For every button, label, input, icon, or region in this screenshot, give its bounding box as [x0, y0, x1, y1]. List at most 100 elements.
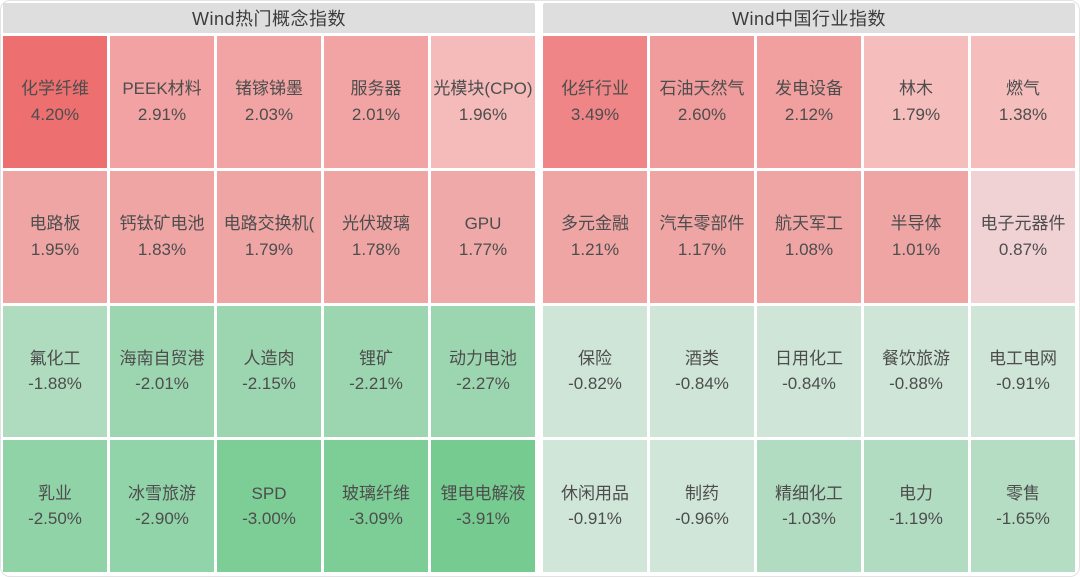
index-change: -0.91% — [568, 509, 622, 529]
index-change: -0.84% — [675, 374, 729, 394]
index-change: 2.91% — [137, 104, 187, 124]
index-name: 电工电网 — [989, 348, 1057, 368]
index-name: 锗镓锑墨 — [235, 79, 303, 99]
index-cell[interactable]: 石油天然气 2.60% — [650, 36, 754, 168]
index-cell[interactable]: 餐饮旅游 -0.88% — [864, 305, 968, 438]
index-name: 人造肉 — [243, 348, 295, 368]
index-cell[interactable]: GPU 1.77% — [431, 170, 535, 303]
index-cell[interactable]: 制药 -0.96% — [650, 440, 754, 572]
index-cell[interactable]: 林木 1.79% — [864, 36, 968, 168]
index-name: 钙钛矿电池 — [119, 214, 205, 234]
index-name: 汽车零部件 — [659, 214, 745, 234]
index-cell[interactable]: SPD -3.00% — [217, 440, 321, 572]
index-cell[interactable]: 氟化工 -1.88% — [3, 305, 107, 438]
index-change: 1.08% — [784, 239, 834, 259]
index-change: -3.91% — [456, 509, 510, 529]
index-change: -3.00% — [242, 509, 296, 529]
index-change: -0.84% — [782, 374, 836, 394]
index-cell[interactable]: 海南自贸港 -2.01% — [110, 305, 214, 438]
index-cell[interactable]: 酒类 -0.84% — [650, 305, 754, 438]
index-cell[interactable]: 化纤行业 3.49% — [543, 36, 647, 168]
index-panel: Wind中国行业指数 化纤行业 3.49% 石油天然气 2.60% 发电设备 2.12% 林木… — [543, 3, 1075, 572]
index-change: -0.88% — [889, 374, 943, 394]
index-change: 2.03% — [244, 104, 294, 124]
index-cell[interactable]: 钙钛矿电池 1.83% — [110, 170, 214, 303]
index-cell[interactable]: 电力 -1.19% — [864, 440, 968, 572]
index-change: -1.65% — [996, 509, 1050, 529]
index-change: -1.19% — [889, 509, 943, 529]
index-cell[interactable]: 光伏玻璃 1.78% — [324, 170, 428, 303]
index-change: -1.03% — [782, 509, 836, 529]
index-change: -2.15% — [242, 374, 296, 394]
index-change: 1.78% — [351, 239, 401, 259]
index-name: 光模块(CPO) — [433, 79, 533, 99]
index-name: 酒类 — [685, 348, 719, 368]
index-name: 保险 — [578, 348, 612, 368]
index-cell[interactable]: 航天军工 1.08% — [757, 170, 861, 303]
index-change: 1.38% — [998, 104, 1048, 124]
index-cell[interactable]: 电子元器件 0.87% — [971, 170, 1075, 303]
index-change: -1.88% — [28, 374, 82, 394]
index-name: 氟化工 — [29, 348, 81, 368]
index-cell[interactable]: 燃气 1.38% — [971, 36, 1075, 168]
index-change: 1.83% — [137, 239, 187, 259]
index-change: 1.77% — [458, 239, 508, 259]
index-name: 动力电池 — [449, 348, 517, 368]
index-change: -2.01% — [135, 374, 189, 394]
index-cell[interactable]: 服务器 2.01% — [324, 36, 428, 168]
index-change: -2.50% — [28, 509, 82, 529]
index-name: 休闲用品 — [561, 483, 629, 503]
index-cell[interactable]: 电路板 1.95% — [3, 170, 107, 303]
index-change: 1.96% — [458, 104, 508, 124]
index-name: 电力 — [899, 483, 933, 503]
index-cell[interactable]: 玻璃纤维 -3.09% — [324, 440, 428, 572]
index-cell[interactable]: 汽车零部件 1.17% — [650, 170, 754, 303]
index-change: 2.12% — [784, 104, 834, 124]
index-cell[interactable]: 零售 -1.65% — [971, 440, 1075, 572]
index-name: 锂电电解液 — [440, 483, 526, 503]
index-cell[interactable]: 精细化工 -1.03% — [757, 440, 861, 572]
index-name: GPU — [464, 214, 502, 234]
index-change: 1.79% — [244, 239, 294, 259]
index-name: 制药 — [685, 483, 719, 503]
index-cell[interactable]: 日用化工 -0.84% — [757, 305, 861, 438]
index-name: 电子元器件 — [980, 214, 1066, 234]
index-cell[interactable]: 保险 -0.82% — [543, 305, 647, 438]
index-name: 乳业 — [38, 483, 72, 503]
index-cell[interactable]: 化学纤维 4.20% — [3, 36, 107, 168]
index-cell[interactable]: 锗镓锑墨 2.03% — [217, 36, 321, 168]
index-cell[interactable]: 多元金融 1.21% — [543, 170, 647, 303]
index-name: 电路板 — [29, 214, 81, 234]
index-cell[interactable]: 锂矿 -2.21% — [324, 305, 428, 438]
index-name: 电路交换机( — [223, 214, 315, 234]
index-cell[interactable]: 电工电网 -0.91% — [971, 305, 1075, 438]
index-name: PEEK材料 — [122, 79, 202, 99]
index-change: 2.01% — [351, 104, 401, 124]
index-cell[interactable]: 锂电电解液 -3.91% — [431, 440, 535, 572]
index-name: 多元金融 — [561, 214, 629, 234]
index-change: 1.95% — [30, 239, 80, 259]
index-cell[interactable]: 光模块(CPO) 1.96% — [431, 36, 535, 168]
index-cell[interactable]: 发电设备 2.12% — [757, 36, 861, 168]
index-name: 航天军工 — [775, 214, 843, 234]
index-name: 餐饮旅游 — [882, 348, 950, 368]
index-change: 0.87% — [998, 239, 1048, 259]
index-name: 光伏玻璃 — [342, 214, 410, 234]
index-change: -3.09% — [349, 509, 403, 529]
index-change: 2.60% — [677, 104, 727, 124]
index-cell[interactable]: PEEK材料 2.91% — [110, 36, 214, 168]
index-cell[interactable]: 人造肉 -2.15% — [217, 305, 321, 438]
index-name: 林木 — [899, 79, 933, 99]
index-cell[interactable]: 半导体 1.01% — [864, 170, 968, 303]
index-name: 燃气 — [1006, 79, 1040, 99]
index-cell[interactable]: 冰雪旅游 -2.90% — [110, 440, 214, 572]
index-cell[interactable]: 休闲用品 -0.91% — [543, 440, 647, 572]
index-cell[interactable]: 电路交换机( 1.79% — [217, 170, 321, 303]
index-cell[interactable]: 动力电池 -2.27% — [431, 305, 535, 438]
index-change: 3.49% — [570, 104, 620, 124]
index-name: 海南自贸港 — [119, 348, 205, 368]
index-change: -0.96% — [675, 509, 729, 529]
index-name: 精细化工 — [775, 483, 843, 503]
index-cell[interactable]: 乳业 -2.50% — [3, 440, 107, 572]
